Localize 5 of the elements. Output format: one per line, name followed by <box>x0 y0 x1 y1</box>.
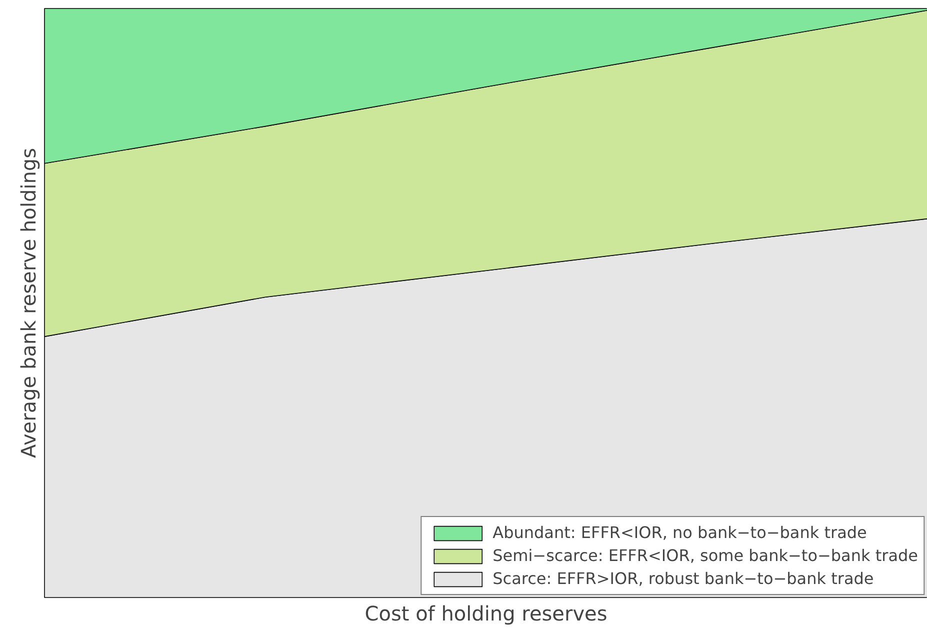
legend-label: Scarce: EFFR>IOR, robust bank−to−bank trade <box>492 569 874 588</box>
legend-label: Semi−scarce: EFFR<IOR, some bank−to−bank trade <box>492 546 918 565</box>
x-axis-title: Cost of holding reserves <box>364 602 608 626</box>
y-axis-title: Average bank reserve holdings <box>16 148 40 458</box>
legend-label: Abundant: EFFR<IOR, no bank−to−bank trade <box>492 523 867 542</box>
